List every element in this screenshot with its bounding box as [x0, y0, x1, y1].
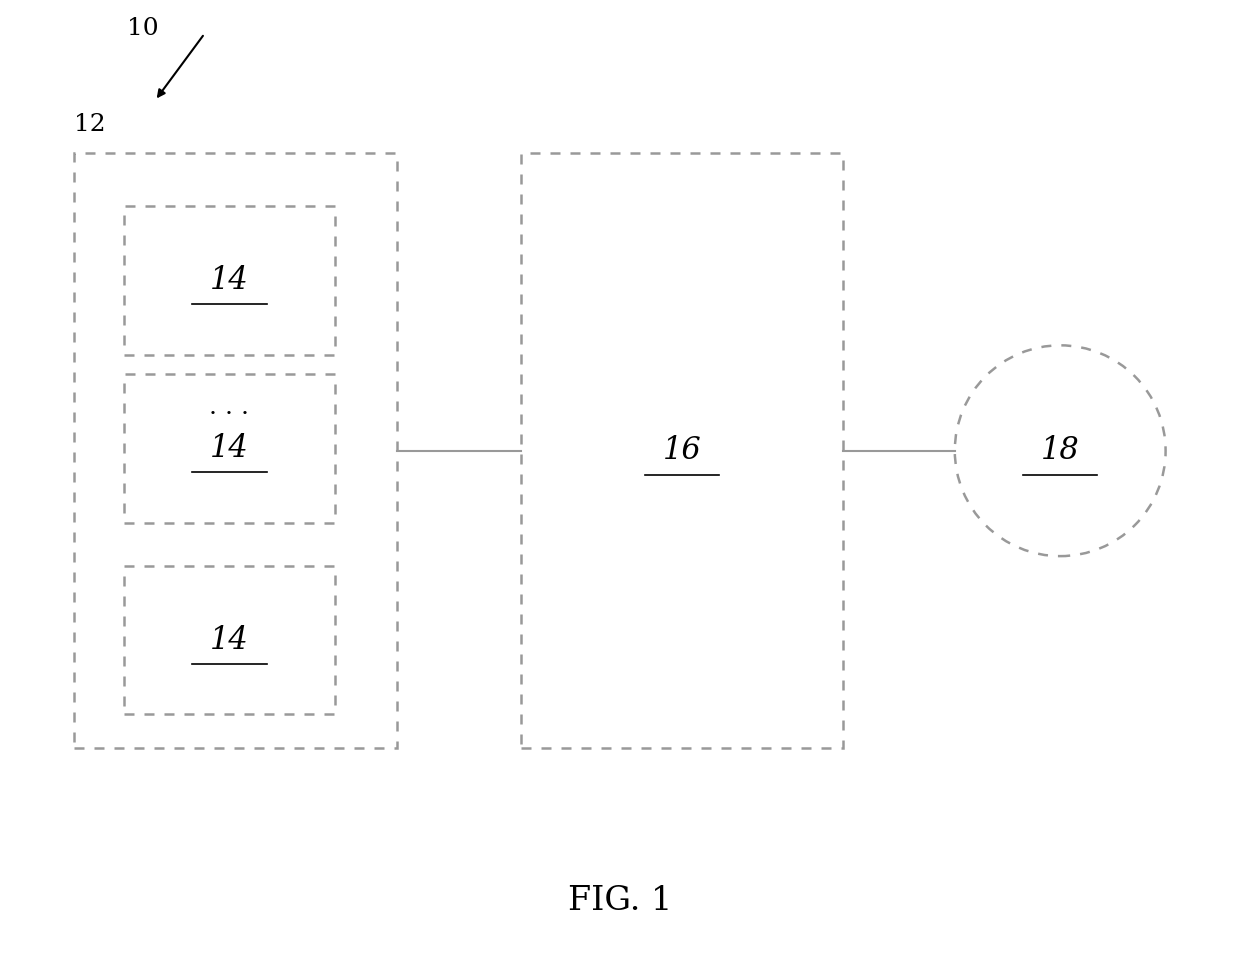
Text: FIG. 1: FIG. 1 — [568, 885, 672, 918]
Bar — [74, 153, 397, 748]
Text: 14: 14 — [210, 624, 249, 656]
Text: 10: 10 — [126, 17, 159, 40]
Text: 14: 14 — [210, 265, 249, 296]
Text: 14: 14 — [210, 433, 249, 464]
Ellipse shape — [955, 345, 1166, 556]
Bar — [124, 374, 335, 523]
Bar — [124, 206, 335, 355]
Bar — [521, 153, 843, 748]
Bar — [124, 566, 335, 714]
Text: 16: 16 — [662, 435, 702, 466]
Text: 12: 12 — [74, 113, 107, 136]
Text: 18: 18 — [1040, 435, 1080, 466]
Text: . . .: . . . — [210, 396, 249, 419]
